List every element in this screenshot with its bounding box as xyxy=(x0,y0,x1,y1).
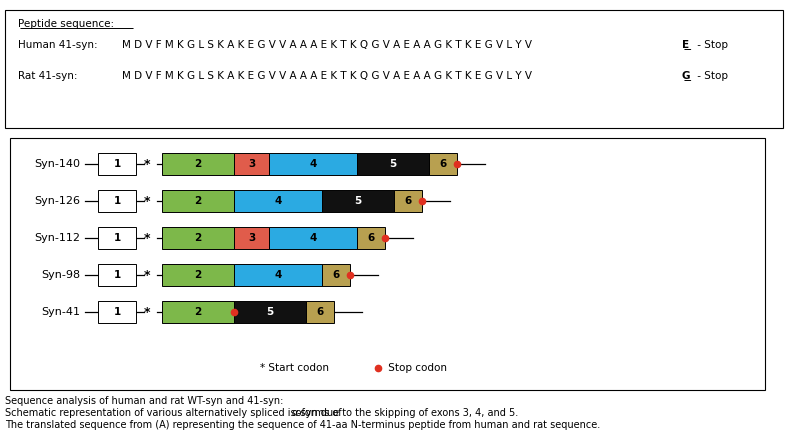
Text: 5: 5 xyxy=(266,307,274,317)
Text: - Stop: - Stop xyxy=(694,40,727,50)
Text: 1: 1 xyxy=(114,159,121,169)
Bar xyxy=(162,190,234,212)
Text: Human 41-syn:: Human 41-syn: xyxy=(18,40,101,50)
Text: 4: 4 xyxy=(310,159,317,169)
Bar xyxy=(162,153,234,175)
Bar xyxy=(357,227,385,249)
Text: 6: 6 xyxy=(404,196,412,206)
Text: 1: 1 xyxy=(114,307,121,317)
Bar xyxy=(234,190,322,212)
Text: *: * xyxy=(144,194,150,208)
Bar xyxy=(98,264,136,286)
Text: Syn-98: Syn-98 xyxy=(41,270,80,280)
Bar xyxy=(5,10,783,128)
Bar xyxy=(98,227,136,249)
Text: * Start codon: * Start codon xyxy=(260,363,329,373)
Bar xyxy=(234,301,306,323)
Bar xyxy=(234,153,269,175)
Text: 6: 6 xyxy=(367,233,374,243)
Bar xyxy=(357,153,429,175)
Text: 4: 4 xyxy=(310,233,317,243)
Text: E: E xyxy=(682,40,689,50)
Text: 4: 4 xyxy=(274,270,282,280)
Text: Sequence analysis of human and rat WT-syn and 41-syn:: Sequence analysis of human and rat WT-sy… xyxy=(5,396,283,406)
Text: Syn-112: Syn-112 xyxy=(34,233,80,243)
Text: *: * xyxy=(144,306,150,319)
Text: Schematic representation of various alternatively spliced isoforms of: Schematic representation of various alte… xyxy=(5,408,345,418)
Text: 6: 6 xyxy=(439,159,446,169)
Text: 3: 3 xyxy=(248,159,255,169)
Bar xyxy=(98,301,136,323)
Text: - Stop: - Stop xyxy=(694,71,727,81)
Bar xyxy=(162,301,234,323)
Bar xyxy=(10,138,765,390)
Bar xyxy=(162,227,234,249)
Text: Syn-126: Syn-126 xyxy=(34,196,80,206)
Bar xyxy=(98,190,136,212)
Text: 6: 6 xyxy=(316,307,324,317)
Bar xyxy=(394,190,422,212)
Bar xyxy=(162,264,234,286)
Text: 6: 6 xyxy=(332,270,340,280)
Bar xyxy=(269,153,357,175)
Bar xyxy=(98,153,136,175)
Text: M D V F M K G L S K A K E G V V A A A E K T K Q G V A E A A G K T K E G V L Y V: M D V F M K G L S K A K E G V V A A A E … xyxy=(122,40,532,50)
Text: -syn due to the skipping of exons 3, 4, and 5.: -syn due to the skipping of exons 3, 4, … xyxy=(298,408,518,418)
Text: 2: 2 xyxy=(194,159,202,169)
Text: M D V F M K G L S K A K E G V V A A A E K T K Q G V A E A A G K T K E G V L Y V: M D V F M K G L S K A K E G V V A A A E … xyxy=(122,71,532,81)
Text: 5: 5 xyxy=(354,196,362,206)
Text: The translated sequence from (A) representing the sequence of 41-aa N-terminus p: The translated sequence from (A) represe… xyxy=(5,420,600,430)
Bar xyxy=(234,227,269,249)
Bar xyxy=(322,264,350,286)
Bar xyxy=(429,153,457,175)
Bar xyxy=(234,264,322,286)
Text: Stop codon: Stop codon xyxy=(385,363,447,373)
Text: Peptide sequence:: Peptide sequence: xyxy=(18,19,114,29)
Text: G: G xyxy=(682,71,690,81)
Text: 2: 2 xyxy=(194,233,202,243)
Text: 1: 1 xyxy=(114,196,121,206)
Text: α: α xyxy=(292,408,298,418)
Text: 2: 2 xyxy=(194,307,202,317)
Text: 1: 1 xyxy=(114,270,121,280)
Text: 3: 3 xyxy=(248,233,255,243)
Text: Syn-41: Syn-41 xyxy=(41,307,80,317)
Text: Rat 41-syn:: Rat 41-syn: xyxy=(18,71,90,81)
Text: 2: 2 xyxy=(194,196,202,206)
Bar xyxy=(322,190,394,212)
Text: 4: 4 xyxy=(274,196,282,206)
Text: *: * xyxy=(144,157,150,170)
Text: 1: 1 xyxy=(114,233,121,243)
Text: *: * xyxy=(144,232,150,245)
Bar xyxy=(306,301,334,323)
Text: *: * xyxy=(144,269,150,282)
Text: 5: 5 xyxy=(390,159,397,169)
Text: Syn-140: Syn-140 xyxy=(34,159,80,169)
Text: 2: 2 xyxy=(194,270,202,280)
Bar xyxy=(269,227,357,249)
